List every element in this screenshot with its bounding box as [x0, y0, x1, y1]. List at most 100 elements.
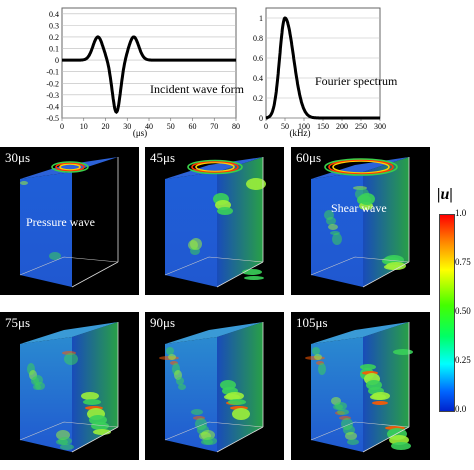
- field-patch: [166, 347, 174, 355]
- spectrum-x-unit: (kHz): [290, 128, 311, 138]
- box-top-face: [165, 322, 263, 344]
- waveform-y-tick: -0.4: [46, 102, 59, 111]
- spectrum-x-tick: 250: [355, 122, 367, 131]
- waveform-y-tick: 0: [55, 56, 59, 65]
- waveform-x-tick: 20: [102, 122, 110, 131]
- box-edge: [19, 256, 119, 276]
- colorbar-tick: 0.50: [455, 306, 471, 316]
- wavefront-ring: [51, 161, 89, 173]
- field-patch: [359, 193, 375, 205]
- field-patch: [190, 238, 202, 250]
- waveform-x-tick: 50: [167, 122, 175, 131]
- waveform-x-tick: 30: [123, 122, 131, 131]
- spectrum-y-tick: 0: [259, 114, 263, 123]
- box-side-face: [217, 322, 263, 452]
- field-patch: [228, 399, 246, 405]
- waveform-y-tick: 0.2: [49, 33, 59, 42]
- box-top-face: [165, 157, 263, 179]
- box-edge: [216, 426, 264, 453]
- field-patch: [391, 442, 411, 450]
- field-patch: [312, 347, 320, 355]
- panel-time-label: 90μs: [150, 315, 176, 330]
- box-edge: [71, 261, 119, 288]
- field-patch: [176, 377, 184, 385]
- field-patch: [191, 409, 203, 415]
- box-edge: [19, 421, 119, 441]
- waveform-series-line: [62, 35, 236, 114]
- field-patch: [345, 432, 357, 440]
- waveform-y-tick: 0.1: [49, 45, 59, 54]
- box-render: [164, 157, 266, 288]
- field-patch: [360, 364, 376, 370]
- wavefront-ring: [195, 161, 235, 173]
- spectrum-y-tick: 1: [259, 14, 263, 23]
- box-render: [310, 157, 410, 288]
- box-edge: [71, 426, 119, 453]
- colorbar-tick: 0.25: [455, 355, 471, 365]
- box-top-face: [20, 322, 118, 344]
- field-patch: [244, 276, 264, 280]
- spectrum-x-tick: 150: [317, 122, 329, 131]
- waveform-x-tick: 10: [80, 122, 88, 131]
- spectrum-x-tick: 200: [336, 122, 348, 131]
- colorbar-tick: 0.0: [455, 404, 467, 414]
- box-edge: [310, 421, 410, 441]
- spectrum-x-tick: 50: [281, 122, 289, 131]
- waveform-y-tick: -0.5: [46, 114, 59, 123]
- spectrum-y-tick: 0.6: [253, 54, 263, 63]
- waveform-y-tick: -0.3: [46, 91, 59, 100]
- field-patch: [332, 233, 342, 245]
- colorbar: [439, 214, 455, 412]
- simulation-panel: 75μs: [0, 312, 139, 460]
- waveform-x-tick: 80: [232, 122, 240, 131]
- field-patch: [81, 392, 99, 400]
- waveform-x-tick: 40: [145, 122, 153, 131]
- box-front-face: [165, 172, 217, 287]
- box-top-face: [20, 157, 118, 179]
- field-patch: [35, 382, 45, 390]
- field-patch: [328, 224, 338, 230]
- field-patch: [372, 401, 388, 405]
- field-patch: [318, 363, 326, 375]
- box-render: [159, 322, 264, 453]
- field-patch: [337, 409, 349, 415]
- box-edge: [362, 426, 410, 453]
- box-render: [19, 322, 119, 453]
- box-front-face: [311, 172, 363, 287]
- box-edge: [310, 256, 410, 276]
- wavefront-ring: [328, 159, 394, 175]
- field-patch: [203, 437, 217, 445]
- colorbar-tick: 1.0: [455, 208, 467, 218]
- spectrum-y-tick: 0.4: [253, 74, 263, 83]
- waveform-y-tick: -0.1: [46, 68, 59, 77]
- wavefront-ring: [59, 163, 81, 171]
- waveform-label: Incident wave form: [150, 82, 245, 96]
- wavefront-ring: [187, 159, 243, 175]
- panel-annotation: Shear wave: [331, 201, 387, 215]
- field-patch: [386, 262, 406, 270]
- panel-time-label: 60μs: [296, 150, 322, 165]
- spectrum-x-tick: 300: [374, 122, 386, 131]
- simulation-panel: 45μs: [145, 147, 284, 295]
- field-patch: [178, 384, 186, 390]
- wavefront-ring: [332, 160, 390, 174]
- field-patch: [232, 408, 250, 420]
- box-render: [19, 157, 119, 288]
- field-patch: [20, 181, 28, 185]
- field-patch: [335, 402, 347, 410]
- field-patch: [393, 349, 413, 355]
- spectrum-y-tick: 0.2: [253, 94, 263, 103]
- spectrum-x-tick: 0: [264, 122, 268, 131]
- simulation-panel: 30μs Pressure wave: [0, 147, 139, 295]
- box-side-face: [217, 157, 263, 287]
- field-patch: [226, 392, 244, 400]
- field-patch: [314, 354, 322, 360]
- field-patch: [64, 353, 78, 365]
- box-edge: [164, 421, 264, 441]
- field-patch: [347, 439, 359, 445]
- field-patch: [60, 444, 74, 450]
- box-edge: [362, 261, 410, 288]
- box-side-face: [363, 157, 409, 287]
- simulation-panel: 105μs: [291, 312, 430, 460]
- panel-time-label: 75μs: [5, 315, 31, 330]
